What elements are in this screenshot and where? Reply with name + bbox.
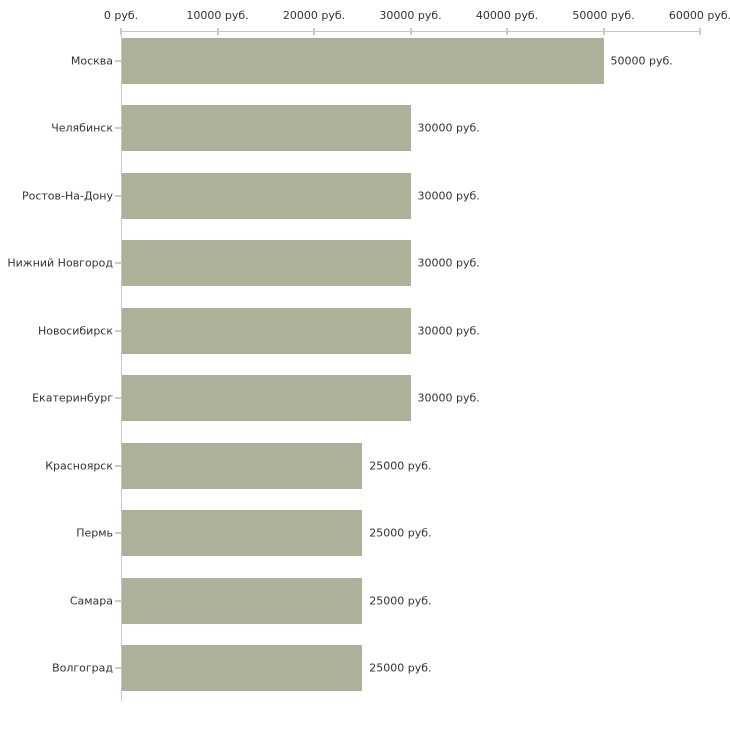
value-label: 25000 руб. <box>369 459 432 473</box>
category-label: Нижний Новгород <box>7 256 113 270</box>
x-tick <box>699 28 701 35</box>
value-label: 30000 руб. <box>417 324 480 338</box>
value-label: 30000 руб. <box>417 189 480 203</box>
x-tick-label: 20000 руб. <box>282 9 346 22</box>
bar <box>122 510 363 557</box>
x-tick <box>409 28 412 35</box>
bar <box>122 240 411 287</box>
x-tick-label: 60000 руб. <box>668 9 730 22</box>
value-label: 25000 руб. <box>369 526 432 540</box>
category-tick <box>115 464 121 467</box>
x-tick <box>506 28 508 35</box>
x-tick <box>602 28 605 35</box>
category-tick <box>115 599 121 602</box>
bar <box>122 37 604 84</box>
value-label: 30000 руб. <box>417 256 480 270</box>
bar <box>122 645 363 692</box>
x-tick-label: 40000 руб. <box>475 9 539 22</box>
x-tick <box>216 28 219 35</box>
bar <box>122 442 363 489</box>
category-tick <box>115 194 121 197</box>
category-tick <box>115 397 121 400</box>
category-label: Красноярск <box>45 459 113 473</box>
category-label: Волгоград <box>52 661 113 675</box>
category-label: Самара <box>69 594 113 608</box>
x-tick-label: 0 руб. <box>103 9 139 22</box>
category-label: Москва <box>70 54 113 67</box>
value-label: 30000 руб. <box>417 391 480 405</box>
category-label: Челябинск <box>51 121 113 135</box>
x-tick-label: 30000 руб. <box>379 9 442 22</box>
category-label: Ростов-На-Дону <box>21 189 113 203</box>
x-tick-label: 10000 руб. <box>186 9 249 22</box>
category-tick <box>115 262 121 265</box>
category-tick <box>115 667 121 670</box>
category-label: Новосибирск <box>37 324 113 338</box>
bar <box>122 307 411 354</box>
bar <box>122 577 363 624</box>
x-tick <box>120 28 122 35</box>
category-tick <box>115 127 121 130</box>
y-axis-line <box>121 31 122 701</box>
category-label: Екатеринбург <box>32 391 113 405</box>
category-label: Пермь <box>76 526 113 540</box>
value-label: 50000 руб. <box>610 54 673 67</box>
bar <box>122 375 411 422</box>
value-label: 25000 руб. <box>369 594 432 608</box>
value-label: 25000 руб. <box>369 661 432 675</box>
x-tick-label: 50000 руб. <box>572 9 635 22</box>
value-label: 30000 руб. <box>417 121 480 135</box>
bar <box>122 105 411 152</box>
x-tick <box>313 28 315 35</box>
category-tick <box>115 532 121 535</box>
bar <box>122 172 411 219</box>
category-tick <box>115 59 121 62</box>
category-tick <box>115 329 121 332</box>
